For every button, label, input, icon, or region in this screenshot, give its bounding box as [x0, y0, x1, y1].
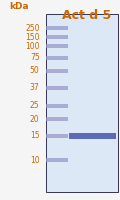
FancyBboxPatch shape — [46, 86, 68, 90]
Text: 37: 37 — [30, 83, 40, 92]
FancyBboxPatch shape — [46, 35, 68, 39]
Text: 75: 75 — [30, 53, 40, 62]
Text: Act d 5: Act d 5 — [62, 9, 111, 22]
FancyBboxPatch shape — [46, 26, 68, 30]
Text: 15: 15 — [30, 131, 40, 140]
Text: kDa: kDa — [9, 2, 28, 11]
FancyBboxPatch shape — [46, 104, 68, 108]
FancyBboxPatch shape — [46, 44, 68, 48]
Text: 20: 20 — [30, 115, 40, 124]
Text: 250: 250 — [25, 24, 40, 33]
Text: 150: 150 — [25, 33, 40, 42]
FancyBboxPatch shape — [69, 133, 116, 139]
Text: 10: 10 — [30, 156, 40, 165]
FancyBboxPatch shape — [46, 117, 68, 121]
FancyBboxPatch shape — [46, 134, 68, 138]
FancyBboxPatch shape — [46, 14, 118, 192]
FancyBboxPatch shape — [46, 158, 68, 162]
Text: 100: 100 — [25, 42, 40, 51]
FancyBboxPatch shape — [46, 69, 68, 73]
FancyBboxPatch shape — [46, 56, 68, 60]
Text: 50: 50 — [30, 66, 40, 75]
Text: 25: 25 — [30, 101, 40, 110]
